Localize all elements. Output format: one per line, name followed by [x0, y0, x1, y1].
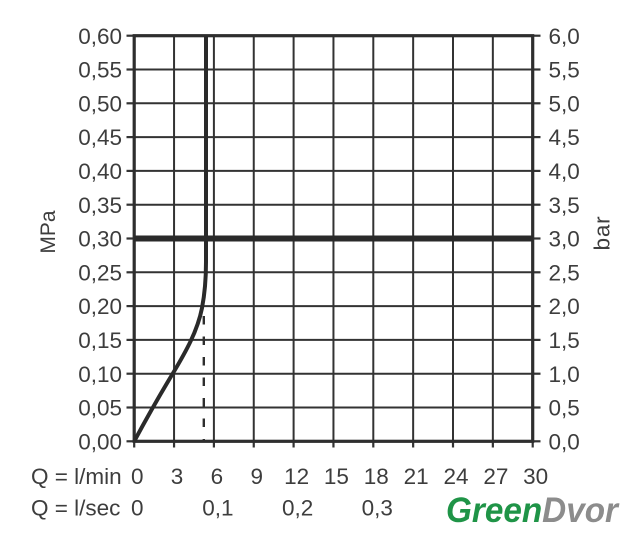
svg-text:1,0: 1,0	[549, 362, 580, 387]
svg-text:3,5: 3,5	[549, 193, 580, 218]
svg-text:1,5: 1,5	[549, 328, 580, 353]
svg-text:15: 15	[324, 464, 349, 489]
svg-text:5,0: 5,0	[549, 91, 580, 116]
svg-text:0,30: 0,30	[78, 227, 122, 252]
svg-text:0,2: 0,2	[282, 496, 313, 521]
svg-text:0,05: 0,05	[78, 396, 122, 421]
svg-text:Q = l/sec: Q = l/sec	[31, 496, 120, 521]
svg-text:0,3: 0,3	[362, 496, 393, 521]
svg-text:Q = l/min: Q = l/min	[31, 464, 122, 489]
svg-text:GreenDvor: GreenDvor	[446, 491, 620, 530]
svg-text:0,55: 0,55	[78, 58, 122, 83]
svg-text:4,5: 4,5	[549, 125, 580, 150]
svg-text:0,40: 0,40	[78, 159, 122, 184]
svg-text:0,50: 0,50	[78, 91, 122, 116]
svg-text:0,10: 0,10	[78, 362, 122, 387]
svg-text:0,15: 0,15	[78, 328, 122, 353]
svg-text:bar: bar	[590, 216, 615, 251]
svg-text:6: 6	[211, 464, 224, 489]
svg-text:0: 0	[131, 464, 144, 489]
svg-text:6,0: 6,0	[549, 24, 580, 49]
svg-text:0,0: 0,0	[549, 429, 580, 454]
svg-text:0,20: 0,20	[78, 294, 122, 319]
svg-text:0,45: 0,45	[78, 125, 122, 150]
svg-text:0,1: 0,1	[202, 496, 233, 521]
svg-text:MPa: MPa	[37, 210, 60, 254]
svg-text:24: 24	[443, 464, 468, 489]
svg-text:0,25: 0,25	[78, 260, 122, 285]
svg-text:2,0: 2,0	[549, 294, 580, 319]
svg-text:0: 0	[131, 496, 144, 521]
svg-text:3: 3	[171, 464, 184, 489]
svg-text:5,5: 5,5	[549, 58, 580, 83]
svg-text:0,60: 0,60	[78, 24, 122, 49]
svg-text:4,0: 4,0	[549, 159, 580, 184]
svg-text:18: 18	[364, 464, 389, 489]
svg-text:2,5: 2,5	[549, 260, 580, 285]
svg-text:0,5: 0,5	[549, 396, 580, 421]
svg-text:21: 21	[404, 464, 429, 489]
svg-text:0,35: 0,35	[78, 193, 122, 218]
svg-text:0,00: 0,00	[78, 429, 122, 454]
svg-text:3,0: 3,0	[549, 227, 580, 252]
svg-text:30: 30	[523, 464, 548, 489]
svg-text:12: 12	[284, 464, 309, 489]
svg-text:9: 9	[250, 464, 263, 489]
svg-text:27: 27	[483, 464, 508, 489]
